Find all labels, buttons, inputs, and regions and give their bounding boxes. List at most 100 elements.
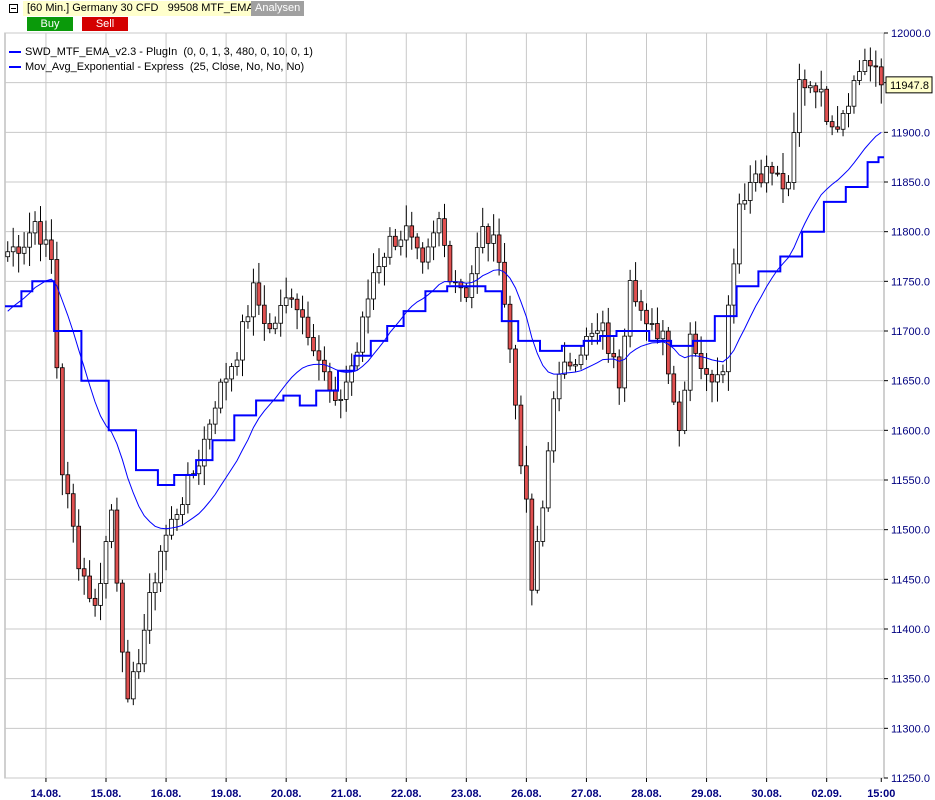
- candle-body: [365, 298, 371, 318]
- y-tick-label: 12000.0: [891, 28, 931, 40]
- candle-body: [447, 244, 453, 283]
- candle-body: [676, 401, 682, 431]
- candle-body: [846, 105, 851, 114]
- candle-body: [27, 232, 32, 248]
- candle-body: [371, 272, 376, 300]
- candle-body: [726, 304, 731, 373]
- candle-body: [578, 354, 584, 365]
- y-tick-label: 11650.0: [891, 376, 930, 388]
- candle-body: [769, 166, 775, 174]
- candle-body: [60, 367, 65, 476]
- y-tick-label: 11500.0: [891, 525, 930, 537]
- chart-header: [60 Min.] Germany 30 CFD 99508 MTF_EMA A…: [0, 0, 935, 32]
- candle-body: [502, 261, 507, 305]
- mtf-step-line: [5, 156, 884, 486]
- candle-body: [376, 266, 382, 274]
- candle-body: [185, 473, 191, 505]
- candle-body: [622, 335, 627, 389]
- candle-body: [87, 575, 92, 599]
- candle-body: [201, 438, 207, 467]
- candle-body: [43, 239, 49, 245]
- candle-body: [387, 235, 393, 258]
- candle-body: [262, 304, 267, 324]
- candle-body: [775, 172, 780, 175]
- candle-body: [158, 550, 163, 584]
- candle-body: [562, 361, 567, 375]
- candle-body: [81, 568, 87, 577]
- candle-body: [103, 541, 109, 584]
- candle-body: [786, 182, 791, 190]
- candle-body: [272, 322, 278, 330]
- candle-body: [256, 282, 262, 306]
- analysen-button[interactable]: Analysen: [251, 1, 305, 16]
- legend-item-mtf: SWD_MTF_EMA_v2.3 - PlugIn (0, 0, 1, 3, 4…: [9, 45, 313, 60]
- buy-button[interactable]: Buy: [27, 17, 73, 31]
- candle-body: [10, 246, 16, 253]
- candle-body: [813, 85, 819, 93]
- candle-body: [283, 297, 289, 306]
- candle-body: [491, 234, 496, 244]
- candle-body: [595, 330, 600, 334]
- candle-body: [425, 246, 431, 263]
- candle-body: [240, 321, 245, 361]
- candle-body: [660, 330, 666, 340]
- y-tick-label: 11750.0: [891, 276, 930, 288]
- candle-body: [818, 88, 824, 93]
- x-tick-label: 22.08.: [391, 788, 422, 800]
- x-tick-label: 28.08.: [631, 788, 662, 800]
- x-tick-label: 29.08.: [691, 788, 722, 800]
- candle-body: [480, 226, 486, 248]
- candle-body: [567, 361, 573, 367]
- y-tick-label: 11350.0: [891, 674, 930, 686]
- candle-body: [551, 398, 557, 452]
- chart-title: [60 Min.] Germany 30 CFD 99508 MTF_EMA: [23, 1, 258, 16]
- candle-body: [862, 60, 868, 72]
- collapse-icon[interactable]: [9, 4, 18, 13]
- candle-body: [278, 305, 284, 324]
- candle-body: [797, 79, 802, 133]
- candle-body: [878, 66, 884, 86]
- candle-body: [764, 166, 769, 184]
- candle-body: [409, 225, 415, 238]
- candle-body: [218, 381, 223, 409]
- sell-button[interactable]: Sell: [82, 17, 128, 31]
- candle-body: [666, 330, 671, 375]
- candle-body: [65, 474, 71, 495]
- candle-body: [600, 322, 606, 332]
- candle-body: [742, 200, 748, 205]
- candle-body: [731, 263, 737, 306]
- candle-body: [682, 389, 688, 431]
- y-tick-label: 11700.0: [891, 326, 930, 338]
- candle-body: [251, 282, 256, 318]
- x-tick-label: 30.08.: [751, 788, 782, 800]
- x-tick-label: 16.08.: [151, 788, 182, 800]
- candle-body: [382, 256, 387, 268]
- candle-body: [824, 88, 829, 122]
- candle-body: [529, 498, 535, 591]
- candle-body: [753, 173, 759, 183]
- candle-body: [584, 336, 589, 356]
- candle-body: [589, 332, 595, 337]
- candle-body: [474, 247, 480, 275]
- x-tick-label: 21.08.: [331, 788, 362, 800]
- y-tick-label: 11800.0: [891, 227, 930, 239]
- x-tick-label: 02.09.: [811, 788, 842, 800]
- candle-body: [633, 280, 638, 303]
- y-tick-label: 11250.0: [891, 773, 930, 785]
- candle-body: [360, 316, 365, 353]
- candle-body: [518, 404, 524, 467]
- candle-body: [180, 504, 185, 515]
- candle-body: [638, 301, 644, 311]
- candle-body: [114, 509, 120, 584]
- candle-body: [338, 398, 344, 401]
- legend-swatch: [9, 66, 21, 69]
- x-tick-label: 19.08.: [211, 788, 242, 800]
- candle-body: [496, 234, 502, 263]
- candle-body: [70, 493, 76, 527]
- candle-body: [136, 663, 142, 673]
- candle-body: [174, 514, 180, 520]
- candle-body: [305, 316, 311, 338]
- x-tick-label: 20.08.: [271, 788, 302, 800]
- candle-body: [398, 239, 404, 247]
